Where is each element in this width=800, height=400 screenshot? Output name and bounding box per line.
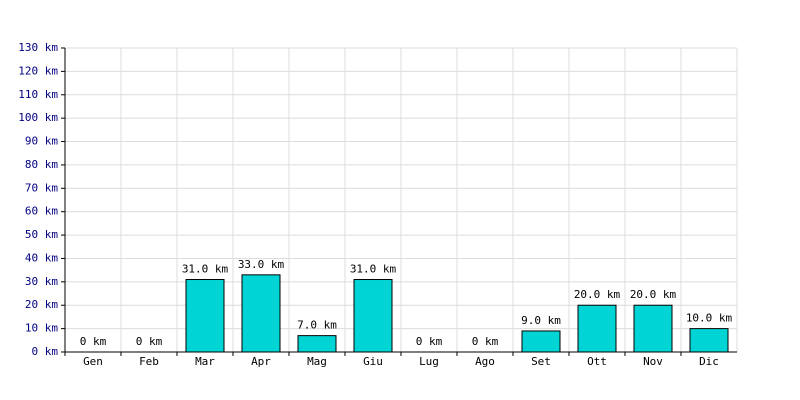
value-label: 0 km xyxy=(136,335,163,348)
bar xyxy=(241,274,281,353)
y-tick-label: 20 km xyxy=(25,298,58,311)
bar xyxy=(297,335,337,353)
value-label: 0 km xyxy=(416,335,443,348)
y-tick-label: 40 km xyxy=(25,251,58,264)
bar xyxy=(633,304,673,353)
value-label: 7.0 km xyxy=(297,319,337,332)
bar xyxy=(521,330,561,353)
x-tick-label: Dic xyxy=(699,355,719,368)
y-tick-label: 110 km xyxy=(18,88,58,101)
bar xyxy=(185,279,225,353)
value-label: 9.0 km xyxy=(521,314,561,327)
x-tick-label: Lug xyxy=(419,355,439,368)
x-tick-label: Nov xyxy=(643,355,663,368)
value-label: 31.0 km xyxy=(350,263,397,276)
value-label: 20.0 km xyxy=(630,288,677,301)
x-tick-label: Apr xyxy=(251,355,271,368)
x-tick-label: Set xyxy=(531,355,551,368)
x-tick-label: Mag xyxy=(307,355,327,368)
y-tick-label: 120 km xyxy=(18,64,58,77)
value-label: 33.0 km xyxy=(238,258,285,271)
x-tick-label: Ott xyxy=(587,355,607,368)
y-tick-label: 80 km xyxy=(25,158,58,171)
x-tick-label: Mar xyxy=(195,355,215,368)
value-label: 0 km xyxy=(472,335,499,348)
value-label: 10.0 km xyxy=(686,312,733,325)
x-tick-label: Giu xyxy=(363,355,383,368)
bar xyxy=(353,279,393,353)
value-label: 0 km xyxy=(80,335,107,348)
y-tick-label: 60 km xyxy=(25,205,58,218)
y-tick-label: 100 km xyxy=(18,111,58,124)
y-tick-label: 90 km xyxy=(25,135,58,148)
value-label: 31.0 km xyxy=(182,263,229,276)
bar xyxy=(577,304,617,353)
y-tick-label: 0 km xyxy=(32,345,59,358)
x-tick-label: Gen xyxy=(83,355,103,368)
y-tick-label: 70 km xyxy=(25,181,58,194)
value-label: 20.0 km xyxy=(574,288,621,301)
y-tick-label: 50 km xyxy=(25,228,58,241)
bar xyxy=(689,328,729,353)
x-tick-label: Feb xyxy=(139,355,159,368)
y-tick-label: 130 km xyxy=(18,41,58,54)
y-tick-label: 30 km xyxy=(25,275,58,288)
y-tick-label: 10 km xyxy=(25,322,58,335)
x-tick-label: Ago xyxy=(475,355,495,368)
